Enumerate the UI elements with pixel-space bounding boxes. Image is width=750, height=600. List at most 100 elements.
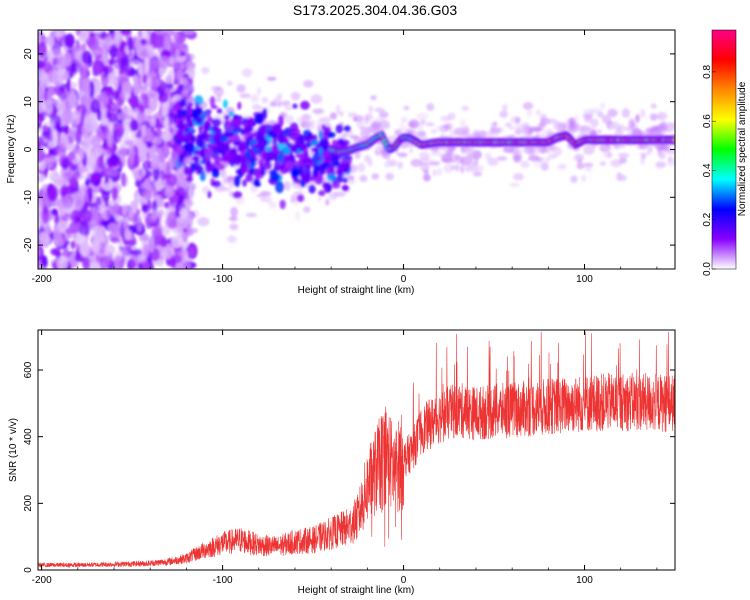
heatmap-cell <box>639 109 646 118</box>
heatmap-cell <box>610 159 622 168</box>
heatmap-cell <box>299 142 307 149</box>
heatmap-cell <box>51 57 57 67</box>
heatmap-cell <box>443 163 454 174</box>
heatmap-cell <box>580 125 591 132</box>
heatmap-cell <box>109 44 118 60</box>
heatmap-cell <box>106 209 111 220</box>
heatmap-cell <box>368 105 373 113</box>
heatmap-cell <box>144 95 150 109</box>
heatmap-cell <box>88 220 101 232</box>
heatmap-cell <box>416 112 429 121</box>
heatmap-cell <box>149 212 156 221</box>
heatmap-cell <box>204 119 209 132</box>
heatmap-cell <box>209 96 216 107</box>
heatmap-cell <box>180 122 187 130</box>
heatmap-cell <box>496 156 508 161</box>
heatmap-cell <box>490 131 500 138</box>
heatmap-cell <box>182 99 187 107</box>
heatmap-cell <box>116 112 129 120</box>
heatmap-cell <box>245 149 251 161</box>
heatmap-cell <box>269 171 280 183</box>
heatmap-cell <box>158 55 170 69</box>
heatmap-cell <box>106 147 113 155</box>
heatmap-cell <box>124 228 131 241</box>
heatmap-cell <box>472 172 483 177</box>
heatmap-cell <box>284 106 293 111</box>
heatmap-cell <box>417 122 424 130</box>
heatmap-cell <box>621 144 626 149</box>
heatmap-cell <box>75 128 81 143</box>
heatmap-cell <box>48 155 56 163</box>
heatmap-cell <box>189 247 195 257</box>
heatmap-cell <box>487 157 499 167</box>
heatmap-cell <box>127 36 134 52</box>
heatmap-cell <box>251 104 262 110</box>
heatmap-cell <box>101 167 110 175</box>
heatmap-cell <box>89 241 101 252</box>
heatmap-cell <box>104 243 111 256</box>
heatmap-cell <box>618 152 630 159</box>
heatmap-cell <box>141 203 149 214</box>
heatmap-cell <box>331 181 341 189</box>
heatmap-cell <box>256 193 268 198</box>
heatmap-cell <box>291 127 301 137</box>
heatmap-cell <box>72 48 80 64</box>
y-tick-label: 600 <box>23 361 34 378</box>
heatmap-cell <box>314 175 324 185</box>
heatmap-cell <box>211 168 220 178</box>
heatmap-cell <box>160 132 173 141</box>
heatmap-cell <box>315 156 322 162</box>
heatmap-cell <box>584 162 593 172</box>
heatmap-cell <box>149 117 156 127</box>
heatmap-cell <box>314 168 319 178</box>
heatmap-cell <box>38 174 45 183</box>
heatmap-cell <box>324 122 332 128</box>
heatmap-cell <box>156 239 168 246</box>
heatmap-cell <box>63 51 72 67</box>
heatmap-cell <box>38 34 42 44</box>
heatmap-cell <box>182 30 195 35</box>
heatmap-cell <box>641 154 646 159</box>
heatmap-cell <box>520 160 530 168</box>
heatmap-cell <box>169 257 177 269</box>
heatmap-cell <box>52 171 60 180</box>
heatmap-cell <box>38 197 43 205</box>
y-tick-label: 0 <box>23 567 34 573</box>
heatmap-cell <box>198 134 208 140</box>
heatmap-cell <box>339 110 344 117</box>
heatmap-cell <box>192 155 200 163</box>
heatmap-cell <box>185 53 195 61</box>
heatmap-cell <box>146 44 155 57</box>
heatmap-cell <box>371 173 380 180</box>
y-tick-label: 10 <box>23 96 34 108</box>
heatmap-cell <box>52 129 58 147</box>
heatmap-cell <box>223 114 230 120</box>
heatmap-cell <box>135 38 142 57</box>
x-tick-label: -100 <box>213 274 233 285</box>
heatmap-cell <box>107 130 113 145</box>
snr-ylabel: SNR (10 * v/v) <box>8 418 19 482</box>
heatmap-cell <box>370 95 377 101</box>
heatmap-cell <box>335 124 344 134</box>
x-tick-label: 0 <box>401 575 407 586</box>
heatmap-cell <box>138 168 143 177</box>
heatmap-cell <box>298 134 308 143</box>
heatmap-cell <box>293 197 299 207</box>
heatmap-cell <box>169 219 178 229</box>
heatmap-cell <box>101 74 109 89</box>
heatmap-cell <box>118 75 129 87</box>
colorbar-tick-label: 0.6 <box>702 114 713 128</box>
heatmap-cell <box>275 181 285 194</box>
spectrogram-y-ticks: -20 -10 0 10 20 <box>23 48 675 252</box>
heatmap-cell <box>150 248 161 262</box>
heatmap-cell <box>70 240 76 250</box>
heatmap-cell <box>263 161 272 170</box>
heatmap-cell <box>621 108 631 119</box>
heatmap-cell <box>326 131 336 138</box>
heatmap-cell <box>87 186 94 203</box>
heatmap-cell <box>523 146 535 154</box>
heatmap-cell <box>241 68 253 78</box>
heatmap-cell <box>204 147 214 159</box>
snr-frame <box>37 329 676 571</box>
heatmap-cell <box>129 153 134 166</box>
